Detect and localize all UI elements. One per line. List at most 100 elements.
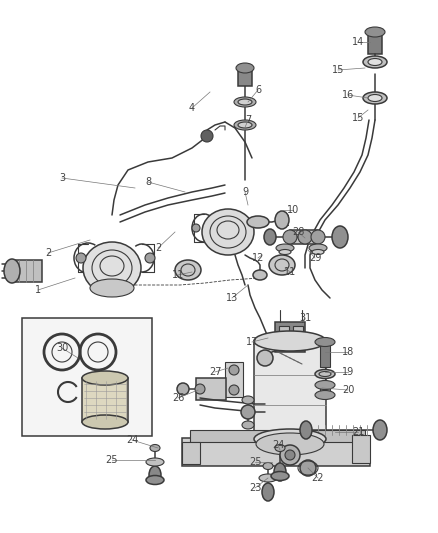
Bar (182, 442, 200, 464)
Text: 20: 20 (342, 385, 354, 395)
Bar (254, 341, 326, 439)
Ellipse shape (276, 244, 294, 252)
Ellipse shape (234, 97, 256, 107)
Ellipse shape (275, 211, 289, 229)
Ellipse shape (256, 433, 324, 455)
Ellipse shape (315, 381, 335, 390)
Text: 15: 15 (332, 65, 344, 75)
Text: 26: 26 (172, 393, 184, 403)
Ellipse shape (275, 445, 285, 451)
Ellipse shape (247, 216, 269, 228)
Ellipse shape (264, 229, 276, 245)
Ellipse shape (315, 369, 335, 378)
Text: 12: 12 (252, 253, 264, 263)
Ellipse shape (262, 483, 274, 501)
Circle shape (177, 383, 189, 395)
Ellipse shape (368, 94, 382, 101)
Ellipse shape (254, 429, 326, 449)
Circle shape (195, 384, 205, 394)
Text: 11: 11 (284, 267, 296, 277)
Ellipse shape (242, 396, 254, 404)
Text: 29: 29 (309, 253, 321, 263)
Ellipse shape (363, 92, 387, 104)
Ellipse shape (315, 337, 335, 346)
Text: 30: 30 (56, 343, 68, 353)
Circle shape (298, 230, 312, 244)
Ellipse shape (82, 415, 128, 429)
Text: 7: 7 (245, 115, 251, 125)
Circle shape (241, 405, 255, 419)
Text: 25: 25 (106, 455, 118, 465)
Ellipse shape (300, 421, 312, 439)
Circle shape (192, 224, 200, 232)
Circle shape (300, 460, 316, 476)
Bar (182, 438, 370, 466)
Ellipse shape (90, 279, 134, 297)
Bar (368, 32, 382, 54)
Bar (190, 430, 365, 442)
Text: 9: 9 (242, 187, 248, 197)
Ellipse shape (150, 445, 160, 451)
Ellipse shape (83, 242, 141, 294)
Bar (225, 362, 243, 397)
Ellipse shape (254, 331, 326, 351)
Ellipse shape (373, 420, 387, 440)
Ellipse shape (259, 474, 277, 482)
Ellipse shape (332, 226, 348, 248)
Text: 8: 8 (145, 177, 151, 187)
Text: 28: 28 (292, 227, 304, 237)
Bar (279, 326, 289, 338)
Ellipse shape (236, 63, 254, 73)
Ellipse shape (269, 255, 295, 275)
Circle shape (76, 253, 86, 263)
Text: 6: 6 (255, 85, 261, 95)
Ellipse shape (263, 463, 273, 470)
Circle shape (257, 350, 273, 366)
Bar (12, 260, 42, 282)
Text: 24: 24 (272, 440, 284, 450)
Ellipse shape (279, 249, 291, 254)
Circle shape (311, 230, 325, 244)
Text: 27: 27 (209, 367, 221, 377)
Text: 16: 16 (342, 90, 354, 100)
Ellipse shape (309, 244, 327, 252)
Circle shape (201, 130, 213, 142)
Ellipse shape (315, 391, 335, 400)
Ellipse shape (365, 27, 385, 37)
Text: 14: 14 (352, 37, 364, 47)
Bar (290, 230, 318, 244)
Text: 11: 11 (172, 270, 184, 280)
Text: 4: 4 (189, 103, 195, 113)
Text: 24: 24 (126, 435, 138, 445)
Ellipse shape (312, 249, 324, 254)
Text: 21: 21 (352, 427, 364, 437)
Ellipse shape (274, 463, 286, 481)
Ellipse shape (271, 472, 289, 481)
Bar (196, 378, 226, 400)
Bar (82, 378, 128, 422)
Ellipse shape (146, 475, 164, 484)
Ellipse shape (4, 259, 20, 283)
Text: 25: 25 (249, 457, 261, 467)
Bar (293, 326, 303, 338)
Circle shape (229, 365, 239, 375)
Text: 17: 17 (246, 337, 258, 347)
Circle shape (229, 385, 239, 395)
Bar (352, 435, 370, 463)
Ellipse shape (238, 99, 252, 105)
Ellipse shape (238, 122, 252, 128)
Ellipse shape (363, 56, 387, 68)
Ellipse shape (202, 209, 254, 255)
Ellipse shape (82, 371, 128, 385)
Text: 31: 31 (299, 313, 311, 323)
Circle shape (280, 445, 300, 465)
Bar (320, 342, 330, 367)
Ellipse shape (175, 260, 201, 280)
Text: 22: 22 (312, 473, 324, 483)
Text: 1: 1 (35, 285, 41, 295)
Circle shape (145, 253, 155, 263)
Bar (320, 385, 330, 395)
Ellipse shape (149, 466, 161, 484)
Text: 10: 10 (287, 205, 299, 215)
Circle shape (283, 230, 297, 244)
